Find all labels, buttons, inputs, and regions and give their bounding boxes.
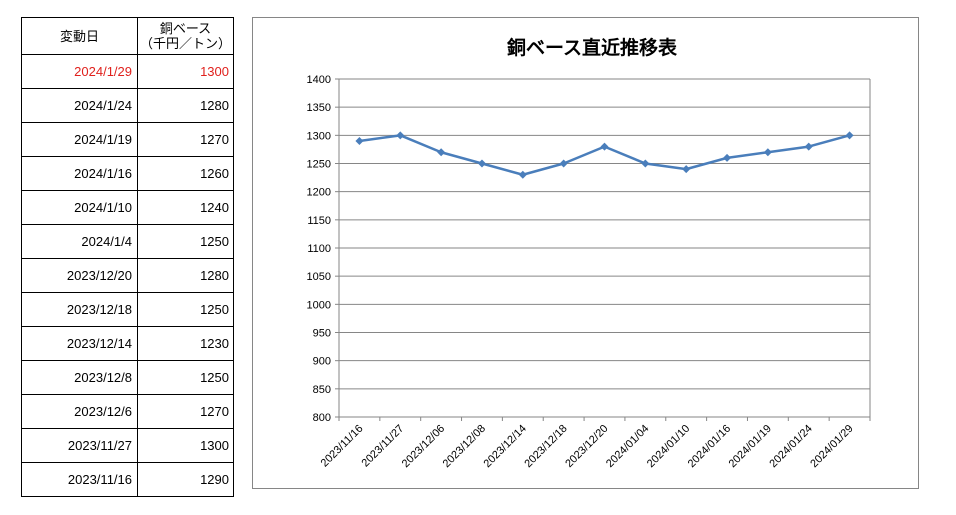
y-tick-label: 1050 bbox=[307, 271, 331, 283]
x-tick-label: 2024/01/29 bbox=[808, 423, 855, 470]
row-date: 2023/12/14 bbox=[21, 326, 138, 361]
x-tick-label: 2023/12/14 bbox=[482, 423, 529, 470]
row-date: 2024/1/10 bbox=[21, 190, 138, 225]
table-row: 2024/1/19 1270 bbox=[21, 122, 234, 157]
y-tick-label: 1350 bbox=[307, 102, 331, 114]
row-price: 1260 bbox=[137, 156, 234, 191]
x-tick-label: 2023/12/06 bbox=[400, 423, 447, 470]
row-date: 2023/11/27 bbox=[21, 428, 138, 463]
table-row: 2023/12/14 1230 bbox=[21, 326, 234, 361]
table-row: 2023/11/27 1300 bbox=[21, 428, 234, 463]
x-tick-label: 2023/12/20 bbox=[563, 423, 610, 470]
data-point bbox=[355, 136, 364, 145]
y-tick-label: 900 bbox=[313, 356, 331, 368]
y-tick-label: 1400 bbox=[307, 74, 331, 86]
y-tick-label: 1250 bbox=[307, 159, 331, 171]
row-date: 2024/1/24 bbox=[21, 88, 138, 123]
data-point bbox=[723, 153, 732, 162]
row-price: 1280 bbox=[137, 258, 234, 293]
row-date: 2023/11/16 bbox=[21, 462, 138, 497]
x-tick-labels: 2023/11/162023/11/272023/12/062023/12/08… bbox=[319, 423, 856, 470]
row-date: 2024/1/19 bbox=[21, 122, 138, 157]
y-tick-label: 1200 bbox=[307, 187, 331, 199]
table-row: 2023/12/6 1270 bbox=[21, 394, 234, 429]
row-price: 1280 bbox=[137, 88, 234, 123]
x-tick-label: 2023/11/16 bbox=[319, 423, 366, 470]
row-date: 2023/12/18 bbox=[21, 292, 138, 327]
table-row: 2023/12/18 1250 bbox=[21, 292, 234, 327]
header-price-line1: 銅ベース bbox=[159, 21, 212, 36]
row-price: 1250 bbox=[137, 224, 234, 259]
line-chart: 銅ベース直近推移表 800 850 900 950 1000 1050 1100 1150 12… bbox=[307, 36, 871, 470]
row-price: 1290 bbox=[137, 462, 234, 497]
x-tick-label: 2024/01/10 bbox=[645, 423, 692, 470]
data-point bbox=[641, 159, 650, 168]
y-tick-label: 850 bbox=[313, 384, 331, 396]
x-tick-label: 2024/01/04 bbox=[604, 423, 651, 470]
table-header-row: 変動日 銅ベース （千円／トン） bbox=[21, 17, 234, 55]
row-date: 2024/1/16 bbox=[21, 156, 138, 191]
header-date: 変動日 bbox=[21, 17, 138, 55]
row-date: 2024/1/4 bbox=[21, 224, 138, 259]
chart-frame: 銅ベース直近推移表 800 850 900 950 1000 1050 1100 1150 12… bbox=[252, 17, 919, 489]
y-tick-label: 1150 bbox=[307, 215, 331, 227]
y-tick-label: 1300 bbox=[307, 130, 331, 142]
data-point bbox=[518, 170, 527, 179]
chart-title: 銅ベース直近推移表 bbox=[507, 36, 678, 59]
x-tick-label: 2024/01/16 bbox=[686, 423, 733, 470]
row-price: 1270 bbox=[137, 122, 234, 157]
row-price: 1240 bbox=[137, 190, 234, 225]
y-tick-label: 1100 bbox=[307, 243, 331, 255]
table-row: 2024/1/29 1300 bbox=[21, 54, 234, 89]
data-point bbox=[600, 142, 609, 151]
row-price: 1230 bbox=[137, 326, 234, 361]
y-tick-label: 800 bbox=[313, 412, 331, 424]
row-price: 1250 bbox=[137, 292, 234, 327]
y-tick-label: 1000 bbox=[307, 299, 331, 311]
table-row: 2023/12/20 1280 bbox=[21, 258, 234, 293]
x-tick-label: 2023/12/18 bbox=[522, 423, 569, 470]
header-price-line2: （千円／トン） bbox=[139, 36, 231, 51]
data-point bbox=[477, 159, 486, 168]
table-body: 2024/1/29 1300 2024/1/24 1280 2024/1/19 1270 2… bbox=[21, 54, 234, 497]
x-tick-label: 2023/12/08 bbox=[441, 423, 488, 470]
row-price: 1300 bbox=[137, 54, 234, 89]
row-date: 2023/12/8 bbox=[21, 360, 138, 395]
data-point bbox=[763, 148, 772, 157]
series-line bbox=[359, 134, 850, 177]
header-price: 銅ベース （千円／トン） bbox=[137, 17, 234, 55]
data-point bbox=[437, 148, 446, 157]
y-tick-label: 950 bbox=[313, 328, 331, 340]
data-point bbox=[559, 159, 568, 168]
x-tick-label: 2024/01/19 bbox=[727, 423, 774, 470]
table-row: 2024/1/16 1260 bbox=[21, 156, 234, 191]
data-point bbox=[682, 165, 691, 174]
table-row: 2024/1/10 1240 bbox=[21, 190, 234, 225]
row-date: 2023/12/6 bbox=[21, 394, 138, 429]
table-row: 2023/11/16 1290 bbox=[21, 462, 234, 497]
grid-lines bbox=[335, 78, 870, 418]
data-point bbox=[396, 131, 405, 140]
axes bbox=[338, 79, 871, 421]
price-table: 変動日 銅ベース （千円／トン） 2024/1/29 1300 2024/1/24 1… bbox=[21, 17, 234, 497]
table-row: 2024/1/4 1250 bbox=[21, 224, 234, 259]
row-price: 1270 bbox=[137, 394, 234, 429]
table-row: 2023/12/8 1250 bbox=[21, 360, 234, 395]
data-point bbox=[845, 131, 854, 140]
row-date: 2024/1/29 bbox=[21, 54, 138, 89]
series-layer bbox=[355, 131, 854, 179]
row-date: 2023/12/20 bbox=[21, 258, 138, 293]
data-point bbox=[804, 142, 813, 151]
y-tick-labels: 800 850 900 950 1000 1050 1100 1150 1200 1250 1300… bbox=[307, 74, 331, 424]
row-price: 1300 bbox=[137, 428, 234, 463]
row-price: 1250 bbox=[137, 360, 234, 395]
x-tick-label: 2024/01/24 bbox=[767, 423, 814, 470]
table-row: 2024/1/24 1280 bbox=[21, 88, 234, 123]
